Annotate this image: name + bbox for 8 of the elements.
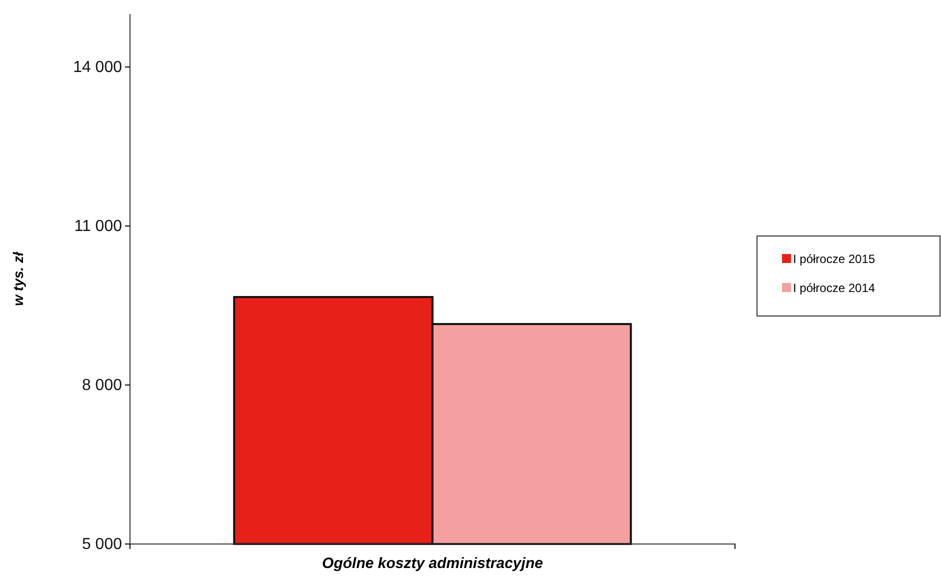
x-tick-label: Ogólne koszty administracyjne xyxy=(322,555,543,572)
y-axis-title: w tys. zł xyxy=(10,251,26,306)
legend-label: I półrocze 2014 xyxy=(793,281,876,295)
y-tick-label: 5 000 xyxy=(82,536,122,554)
y-tick-label: 8 000 xyxy=(82,377,122,394)
y-tick-label: 11 000 xyxy=(74,218,122,236)
legend-label: I półrocze 2015 xyxy=(793,252,876,266)
y-tick-label: 14 000 xyxy=(73,59,122,76)
